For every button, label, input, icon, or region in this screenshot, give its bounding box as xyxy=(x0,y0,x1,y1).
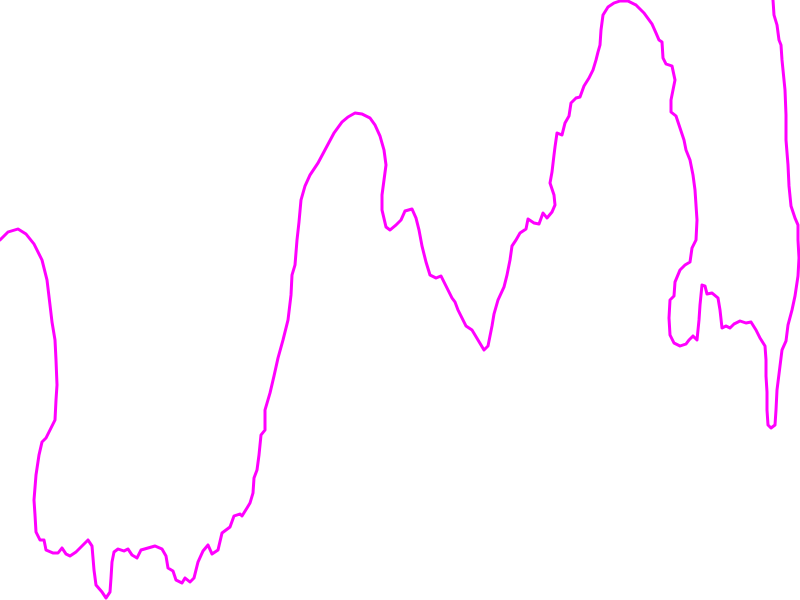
freehand-stroke xyxy=(0,0,800,600)
drawing-canvas xyxy=(0,0,800,600)
